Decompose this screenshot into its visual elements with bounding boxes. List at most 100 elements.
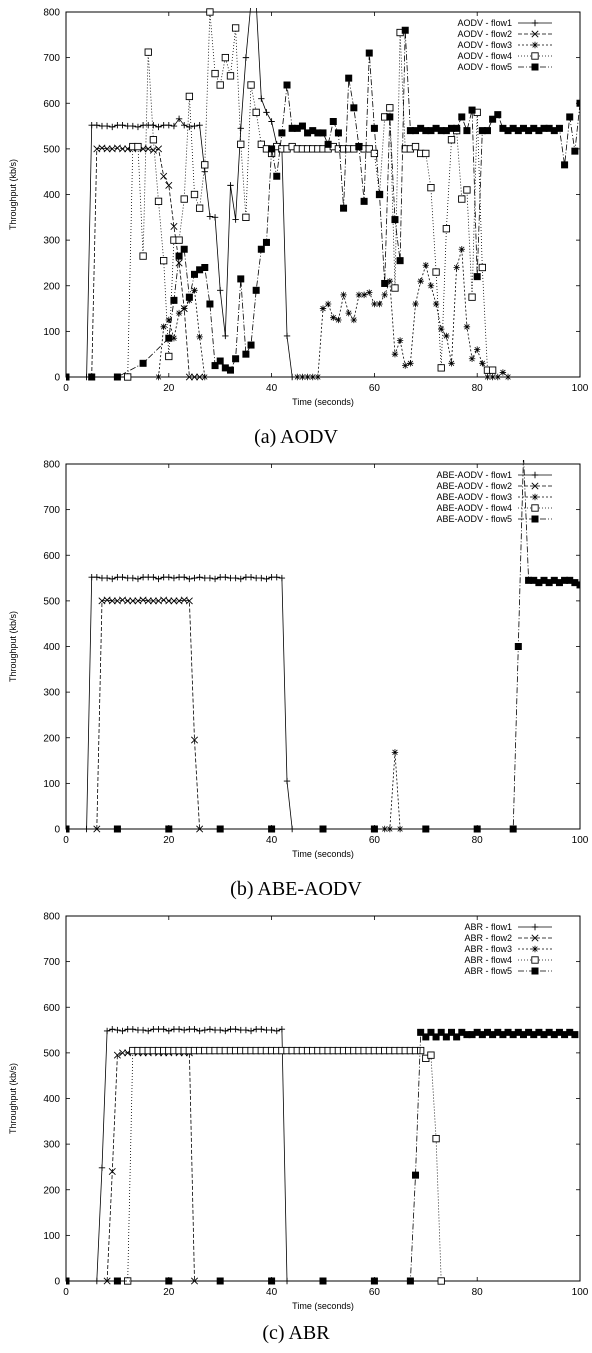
series-5-point (216, 357, 224, 365)
series-3-point (381, 825, 388, 833)
series-1-point (103, 1027, 111, 1035)
series-5-point (453, 124, 461, 132)
series-5-point (447, 1028, 455, 1036)
series-3-point (191, 287, 198, 294)
panel-abr: 0 100 200 300 400 500 600 700 800 0 20 40 60 80 100 Tim… (0, 904, 592, 1353)
series-3-point (489, 373, 496, 381)
legend-marker (531, 19, 539, 27)
caption-aodv: (a) AODV (254, 426, 338, 448)
series-3-point (402, 362, 409, 369)
series-1-point (119, 121, 126, 129)
series-1-point (103, 574, 111, 582)
legend-label: ABR - flow1 (464, 922, 512, 932)
series-5-point (489, 115, 497, 123)
series-3-point (309, 373, 316, 381)
series-5-point (268, 825, 276, 833)
series-4-point (190, 190, 199, 199)
series-1-point (232, 216, 239, 223)
series-1-point (103, 122, 111, 130)
x-tick-label: 20 (163, 835, 175, 846)
series-3 (155, 246, 512, 381)
series-3-point (458, 246, 465, 253)
series-4-point (231, 24, 240, 32)
series-3-point (155, 373, 162, 381)
series-3 (381, 749, 404, 833)
series-5-point (247, 341, 255, 349)
series-4-point (149, 136, 158, 144)
series-5-point (453, 1033, 461, 1041)
series-5-point (257, 245, 265, 253)
x-tick-label: 20 (163, 1287, 175, 1298)
series-3-line (384, 752, 401, 830)
x-tick-label: 60 (369, 383, 381, 394)
series-1-point (175, 1025, 183, 1033)
series-1-point (278, 574, 286, 582)
y-axis-label: Throughput (kb/s) (8, 1063, 18, 1134)
series-5-point (571, 1031, 579, 1039)
series-2-point (165, 597, 173, 605)
series-1-point (119, 573, 126, 581)
series-1-point (232, 1025, 239, 1033)
y-axis-label: Throughput (kb/s) (8, 611, 18, 682)
series-4-point (257, 140, 265, 148)
series-2-point (119, 145, 127, 153)
series-1-point (268, 118, 275, 125)
x-tick-label: 20 (163, 383, 175, 394)
series-4-point (252, 108, 260, 117)
series-5-point (360, 197, 368, 205)
series-2-point (190, 1277, 199, 1285)
series-3-point (371, 300, 378, 308)
series-5-point (391, 216, 399, 224)
series-4-point (432, 1134, 440, 1143)
series-1-point (206, 1025, 214, 1033)
series-5-point (66, 373, 70, 381)
series-4-point (468, 293, 476, 301)
series-1-point (196, 1027, 203, 1035)
series-1-point (139, 1026, 147, 1034)
series-5-point (483, 127, 491, 135)
y-tick-label: 200 (43, 733, 60, 744)
series-4-point (391, 284, 399, 292)
series-5-point (226, 366, 234, 374)
series-1-point (93, 573, 101, 581)
series-5-line (66, 30, 580, 378)
series-1-point (222, 573, 229, 581)
series-4-point (221, 53, 229, 62)
x-tick-label: 100 (572, 1287, 589, 1298)
series-2-point (165, 181, 173, 189)
x-tick-label: 80 (472, 835, 484, 846)
legend-label: ABR - flow2 (464, 933, 512, 943)
x-tick-label: 100 (572, 383, 589, 394)
series-5-point (576, 581, 580, 589)
series-5-point (165, 334, 173, 342)
series-3-point (350, 316, 358, 324)
series-1-point (217, 1026, 224, 1034)
series-5-point (370, 1277, 378, 1285)
series-1-point (273, 573, 280, 581)
legend-label: ABR - flow3 (464, 944, 512, 954)
series-4-point (160, 257, 168, 265)
series-2-point (160, 172, 168, 180)
series-3-point (499, 369, 507, 376)
series-3-point (412, 300, 419, 308)
series-2-line (106, 1051, 195, 1282)
series-5-point (432, 1033, 440, 1041)
y-tick-label: 600 (43, 551, 60, 562)
series-1-point (145, 1027, 152, 1035)
legend-label: AODV - flow4 (457, 51, 512, 61)
series-5-point (268, 1277, 276, 1285)
y-tick-label: 700 (43, 53, 60, 64)
series-4-point (488, 366, 497, 374)
series-1-point (150, 573, 157, 581)
series-4-line (127, 11, 493, 378)
series-1-point (114, 1026, 121, 1034)
series-3-point (484, 373, 491, 381)
series-5-point (381, 279, 389, 287)
series-1-point (258, 574, 265, 582)
chart-abr: 0 100 200 300 400 500 600 700 800 0 20 40 60 80 100 Tim… (8, 912, 589, 1312)
legend-label: ABE-AODV - flow2 (436, 481, 512, 491)
series-5-point (329, 118, 337, 126)
x-tick-label: 60 (369, 835, 381, 846)
